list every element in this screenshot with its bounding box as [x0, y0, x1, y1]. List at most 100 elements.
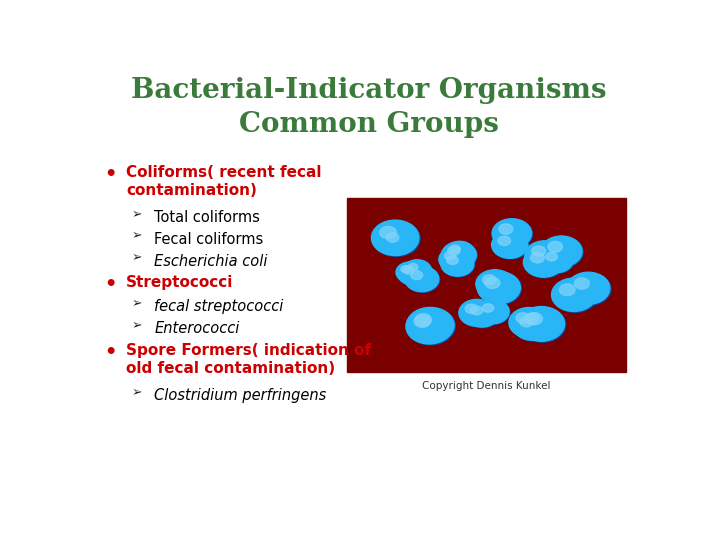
Circle shape	[498, 236, 510, 246]
Circle shape	[408, 264, 418, 271]
Text: ➢: ➢	[132, 297, 143, 310]
Circle shape	[415, 314, 431, 326]
Circle shape	[477, 300, 510, 324]
Circle shape	[401, 266, 410, 273]
Circle shape	[568, 273, 611, 305]
Circle shape	[398, 262, 430, 286]
Circle shape	[446, 256, 458, 265]
Circle shape	[411, 271, 423, 280]
Circle shape	[531, 252, 544, 263]
Circle shape	[440, 248, 472, 272]
Circle shape	[492, 219, 531, 248]
Circle shape	[559, 284, 575, 295]
Circle shape	[379, 226, 397, 239]
Circle shape	[407, 310, 454, 345]
Circle shape	[441, 242, 477, 268]
Circle shape	[482, 275, 496, 285]
Text: •: •	[104, 165, 117, 184]
Text: Clostridium perfringens: Clostridium perfringens	[154, 388, 326, 403]
Text: fecal streptococci: fecal streptococci	[154, 299, 284, 314]
FancyBboxPatch shape	[347, 198, 626, 373]
Circle shape	[406, 309, 453, 344]
Circle shape	[407, 307, 454, 343]
Circle shape	[446, 242, 475, 264]
Text: ➢: ➢	[132, 230, 143, 242]
Circle shape	[439, 247, 471, 271]
Circle shape	[445, 241, 474, 263]
Circle shape	[381, 229, 417, 255]
Circle shape	[397, 262, 429, 285]
Circle shape	[520, 317, 533, 327]
Circle shape	[477, 300, 509, 323]
Circle shape	[459, 299, 495, 326]
Circle shape	[464, 301, 499, 327]
Circle shape	[380, 228, 416, 255]
Circle shape	[405, 267, 440, 292]
Circle shape	[441, 252, 474, 277]
Circle shape	[541, 236, 582, 267]
Circle shape	[513, 312, 551, 340]
Text: Coliforms( recent fecal
contamination): Coliforms( recent fecal contamination)	[126, 165, 322, 198]
Circle shape	[397, 262, 424, 283]
Text: Spore Formers( indication of
old fecal contamination): Spore Formers( indication of old fecal c…	[126, 343, 372, 376]
Text: Total coliforms: Total coliforms	[154, 210, 260, 225]
Text: ➢: ➢	[132, 252, 143, 265]
Circle shape	[541, 237, 583, 268]
Text: •: •	[104, 275, 117, 294]
Circle shape	[492, 232, 528, 259]
Circle shape	[482, 304, 494, 312]
Circle shape	[448, 246, 460, 255]
Text: ➢: ➢	[132, 386, 143, 399]
Circle shape	[441, 252, 474, 276]
Text: ➢: ➢	[132, 319, 143, 332]
Circle shape	[518, 308, 560, 340]
Circle shape	[553, 279, 598, 312]
Circle shape	[523, 247, 564, 277]
Circle shape	[493, 219, 533, 249]
Circle shape	[552, 278, 596, 312]
Circle shape	[372, 220, 419, 255]
Circle shape	[396, 262, 423, 282]
Text: ➢: ➢	[132, 208, 143, 221]
Circle shape	[387, 233, 399, 242]
Circle shape	[460, 300, 496, 327]
Circle shape	[519, 307, 566, 342]
Text: Escherichia coli: Escherichia coli	[154, 253, 268, 268]
Circle shape	[546, 252, 557, 261]
Circle shape	[414, 315, 431, 327]
Circle shape	[403, 260, 431, 281]
Circle shape	[524, 248, 564, 278]
Circle shape	[518, 307, 564, 341]
Circle shape	[404, 260, 432, 281]
Circle shape	[408, 308, 455, 344]
Circle shape	[510, 308, 551, 339]
Circle shape	[541, 249, 574, 273]
Circle shape	[450, 245, 460, 253]
Circle shape	[485, 277, 500, 288]
Text: Copyright Dennis Kunkel: Copyright Dennis Kunkel	[422, 381, 550, 391]
Circle shape	[444, 252, 456, 260]
Circle shape	[465, 304, 478, 313]
Circle shape	[476, 270, 514, 298]
Text: Streptococci: Streptococci	[126, 275, 234, 291]
Text: Enterococci: Enterococci	[154, 321, 240, 336]
Circle shape	[540, 248, 573, 273]
Circle shape	[548, 241, 562, 252]
Circle shape	[478, 272, 521, 305]
Circle shape	[517, 308, 559, 340]
Circle shape	[516, 313, 530, 323]
Circle shape	[524, 313, 539, 325]
Circle shape	[403, 266, 414, 274]
Circle shape	[509, 307, 549, 338]
Circle shape	[405, 266, 438, 292]
Circle shape	[471, 306, 482, 315]
Circle shape	[477, 272, 521, 303]
Circle shape	[575, 278, 590, 289]
Text: •: •	[104, 343, 117, 362]
Circle shape	[466, 302, 500, 328]
Circle shape	[525, 241, 564, 270]
Circle shape	[532, 246, 546, 256]
Circle shape	[499, 224, 513, 234]
Text: Fecal coliforms: Fecal coliforms	[154, 232, 264, 247]
Circle shape	[526, 313, 542, 325]
